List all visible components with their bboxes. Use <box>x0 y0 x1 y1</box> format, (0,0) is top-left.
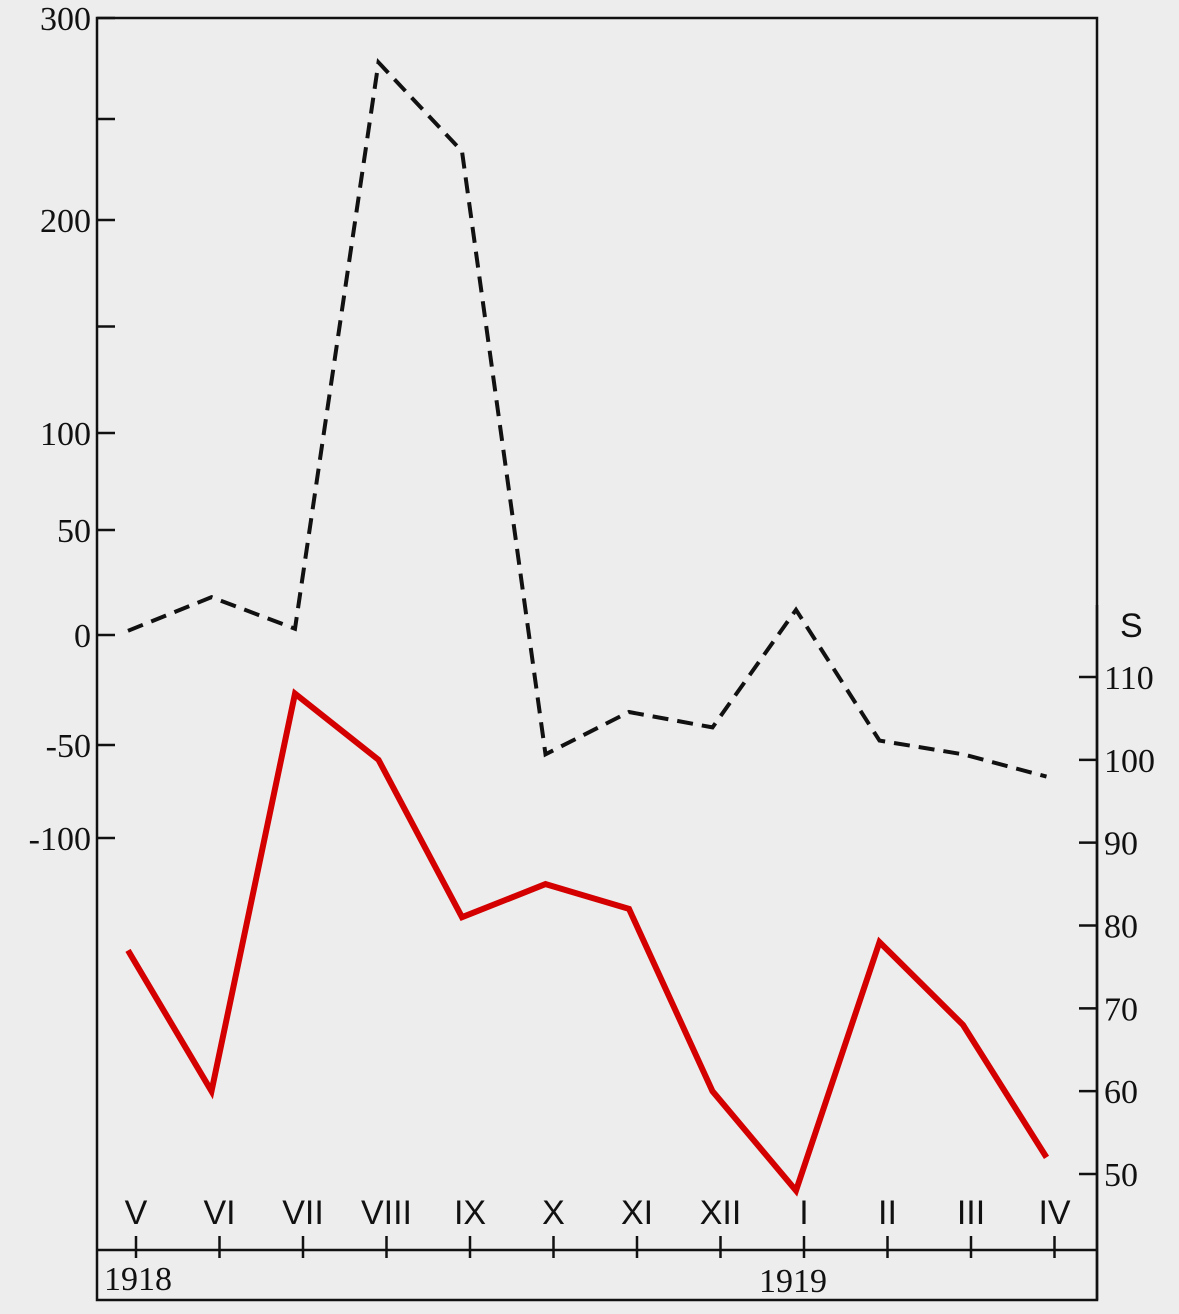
chart-frame <box>95 16 1099 1302</box>
left-axis: 300 200 100 50 0 -50 -100 <box>29 1 115 858</box>
left-tick-label: 100 <box>40 416 91 453</box>
right-axis-title: S <box>1120 607 1143 645</box>
right-tick-label: 110 <box>1104 660 1154 697</box>
right-tick-label: 80 <box>1104 909 1138 946</box>
x-tick-label: XI <box>621 1194 653 1232</box>
left-tick-label: -50 <box>46 728 91 765</box>
right-tick-label: 60 <box>1104 1074 1138 1111</box>
right-axis: 110 100 90 80 70 60 50 S <box>1079 607 1155 1194</box>
x-tick-label: IX <box>454 1194 486 1232</box>
x-tick-label: V <box>125 1194 148 1232</box>
x-tick-label: X <box>542 1194 565 1232</box>
series-group <box>125 58 1050 1197</box>
right-tick-label: 70 <box>1104 991 1138 1028</box>
x-tick-label: VIII <box>361 1194 412 1232</box>
x-tick-label: II <box>878 1194 897 1232</box>
x-tick-label: VI <box>203 1194 235 1232</box>
dashed-series-line <box>127 58 1048 779</box>
right-tick-label: 50 <box>1104 1157 1138 1194</box>
left-tick-label: 200 <box>40 203 91 240</box>
x-tick-label: VII <box>282 1194 324 1232</box>
right-tick-label: 90 <box>1104 826 1138 863</box>
x-tick-label: III <box>957 1194 985 1232</box>
right-tick-label: 100 <box>1104 743 1155 780</box>
x-tick-label: IV <box>1038 1194 1070 1232</box>
left-tick-label: 300 <box>40 1 91 38</box>
x-tick-label: XII <box>700 1194 742 1232</box>
left-tick-label: 50 <box>57 513 91 550</box>
year-label-1919: 1919 <box>759 1263 827 1300</box>
x-tick-label: I <box>799 1194 808 1232</box>
left-tick-label: -100 <box>29 821 91 858</box>
year-label-1918: 1918 <box>104 1261 172 1298</box>
left-tick-label: 0 <box>74 618 91 655</box>
red-series-line <box>125 688 1050 1197</box>
